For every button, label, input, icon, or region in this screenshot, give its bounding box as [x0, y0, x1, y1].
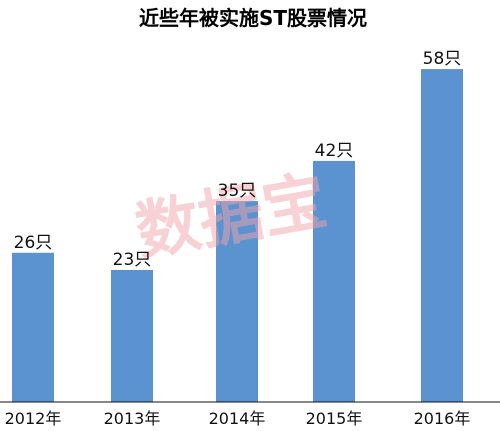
bar-2016年: [421, 69, 463, 402]
chart-title: 近些年被实施ST股票情况: [139, 6, 367, 30]
x-tick-2014年: 2014年: [209, 409, 266, 428]
bar-2014年: [216, 201, 258, 402]
bar-2015年: [313, 160, 355, 402]
x-tick-2012年: 2012年: [5, 409, 62, 428]
data-label-2012年: 26只: [14, 233, 53, 253]
x-tick-2016年: 2016年: [414, 409, 471, 428]
data-label-2014年: 35只: [218, 181, 257, 201]
x-tick-2015年: 2015年: [306, 409, 363, 428]
bar-2012年: [12, 252, 54, 402]
data-label-2013年: 23只: [113, 250, 152, 270]
data-label-2015年: 42只: [315, 141, 354, 161]
bars-group: [12, 69, 463, 402]
labels-group: 26只 2012年 23只 2013年 35只 2014年 42只 2015年 58只 2016年: [5, 49, 471, 428]
x-tick-2013年: 2013年: [104, 409, 161, 428]
bar-2013年: [111, 269, 153, 402]
data-label-2016年: 58只: [423, 49, 462, 69]
